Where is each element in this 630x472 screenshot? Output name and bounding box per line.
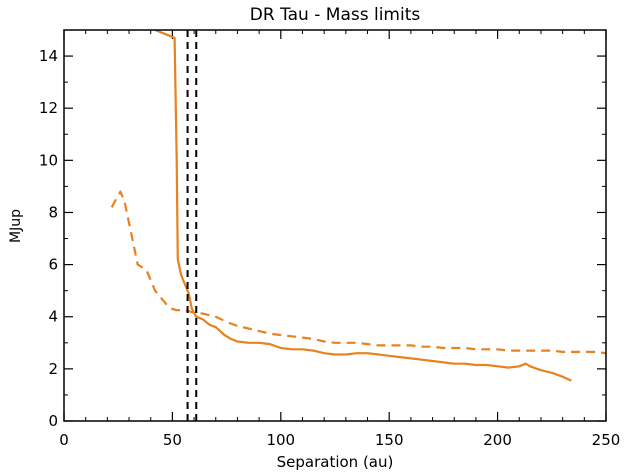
y-tick-label: 6 <box>48 256 58 274</box>
y-tick-label: 4 <box>48 308 58 326</box>
dashed-limit-curve <box>110 190 607 355</box>
y-tick-label: 8 <box>48 203 58 221</box>
y-tick-label: 14 <box>39 47 58 65</box>
y-tick-label: 10 <box>39 151 58 169</box>
x-axis-label: Separation (au) <box>277 453 394 471</box>
reference-lines <box>186 30 198 421</box>
plot-frame <box>63 29 607 422</box>
y-axis-label: MJup <box>8 209 24 243</box>
x-tick-label: 150 <box>375 431 404 449</box>
y-tick-label: 2 <box>48 360 58 378</box>
y-tick-label: 0 <box>48 412 58 430</box>
y-tick-label: 12 <box>39 99 58 117</box>
chart-title: DR Tau - Mass limits <box>250 5 421 25</box>
ticks-layer: 0 50 100 150 200 250 0 2 4 6 8 10 12 14 <box>39 30 620 449</box>
x-tick-label: 100 <box>266 431 295 449</box>
x-tick-label: 250 <box>592 431 621 449</box>
solid-limit-curve <box>154 28 572 382</box>
x-tick-label: 50 <box>163 431 182 449</box>
series-layer <box>110 28 607 382</box>
x-tick-label: 200 <box>483 431 512 449</box>
x-tick-label: 0 <box>59 431 69 449</box>
